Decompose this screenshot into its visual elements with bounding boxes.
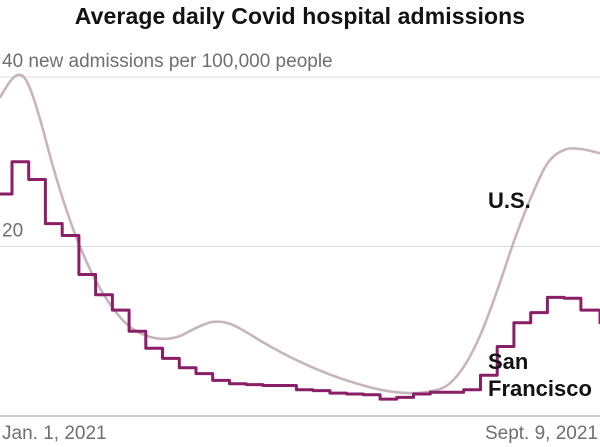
series-label-line: Francisco: [488, 376, 592, 401]
y-tick-label: 20: [2, 221, 23, 242]
series-label-us: U.S.: [488, 188, 531, 213]
series-line-u-s: [0, 73, 600, 395]
series-label-san-francisco: San Francisco: [488, 349, 592, 401]
x-tick-label: Jan. 1, 2021: [2, 423, 107, 444]
series-label-line: San: [488, 349, 528, 374]
series-line-san-francisco: [0, 160, 600, 401]
y-tick-label: 40 new admissions per 100,000 people: [2, 51, 333, 72]
x-tick-label: Sept. 9, 2021: [485, 423, 598, 444]
chart-title: Average daily Covid hospital admissions: [74, 3, 526, 29]
